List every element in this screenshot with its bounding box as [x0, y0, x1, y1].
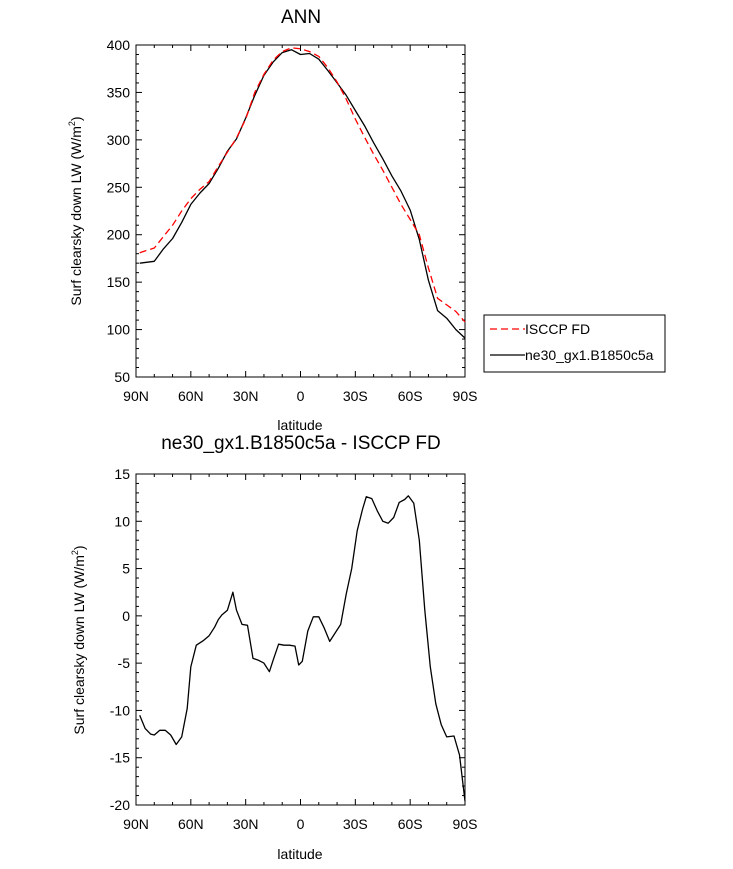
top-chart-xtick-label: 0 — [297, 388, 305, 404]
bottom-chart-xlabel: latitude — [277, 846, 322, 862]
bottom-chart-ytick-label: -10 — [110, 702, 130, 718]
top-chart-series-ne30-gx1-b1850c5a — [139, 49, 466, 339]
top-chart-xtick-label: 30N — [233, 388, 259, 404]
top-chart-ytick-label: 300 — [107, 132, 131, 148]
legend: ISCCP FD ne30_gx1.B1850c5a — [483, 314, 666, 373]
bottom-chart-ytick-label: 15 — [114, 466, 130, 482]
bottom-chart-ytick-label: -5 — [118, 655, 131, 671]
bottom-chart-ytick-label: -15 — [110, 750, 130, 766]
top-chart-ytick-label: 400 — [107, 37, 131, 53]
top-chart-xtick-label: 60S — [398, 388, 423, 404]
top-chart-xlabel: latitude — [277, 417, 322, 433]
bottom-chart-series-ne30-gx1-b1850c5a-isccp-fd — [139, 495, 466, 802]
bottom-chart-title: ne30_gx1.B1850c5a - ISCCP FD — [161, 433, 441, 454]
top-chart-xtick-label: 30S — [343, 388, 368, 404]
bottom-chart-xtick-label: 90S — [453, 816, 478, 832]
bottom-chart-ytick-label: -20 — [110, 797, 130, 813]
legend-label-isccp: ISCCP FD — [525, 321, 590, 337]
top-chart-ytick-label: 250 — [107, 179, 131, 195]
top-chart-xtick-label: 60N — [178, 388, 204, 404]
bottom-chart-frame — [135, 473, 466, 806]
bottom-chart-xtick-label: 30N — [233, 816, 259, 832]
top-chart-ytick-label: 100 — [107, 322, 131, 338]
bottom-chart-ytick-label: 0 — [122, 608, 130, 624]
top-chart-ytick-label: 150 — [107, 274, 131, 290]
top-chart-title: ANN — [281, 7, 321, 28]
top-chart-ytick-label: 200 — [107, 227, 131, 243]
top-chart-ytick-label: 50 — [114, 369, 130, 385]
bottom-chart-ytick-label: 5 — [122, 561, 130, 577]
bottom-chart-xtick-label: 60N — [178, 816, 204, 832]
bottom-chart: ne30_gx1.B1850c5a - ISCCP FD 90N 60N 30N 0 3… — [70, 433, 477, 862]
bottom-chart-ytick-label: 10 — [114, 513, 130, 529]
top-chart-frame — [135, 44, 466, 378]
bottom-chart-xtick-label: 90N — [123, 816, 149, 832]
legend-box — [483, 314, 666, 373]
top-chart-series-isccp-fd — [139, 47, 466, 323]
bottom-chart-xtick-label: 0 — [297, 816, 305, 832]
legend-label-model: ne30_gx1.B1850c5a — [525, 347, 654, 363]
top-chart-xtick-label: 90N — [123, 388, 149, 404]
top-chart-ytick-label: 350 — [107, 84, 131, 100]
top-chart: ANN 90N 60N 30N 0 30S 60S 90S 50 100 150 200 250 30… — [67, 7, 666, 433]
top-chart-xtick-label: 90S — [453, 388, 478, 404]
bottom-chart-xtick-label: 30S — [343, 816, 368, 832]
top-chart-ylabel: Surf clearsky down LW (W/m2) — [67, 116, 84, 305]
bottom-chart-xtick-label: 60S — [398, 816, 423, 832]
bottom-chart-ylabel: Surf clearsky down LW (W/m2) — [70, 545, 87, 734]
